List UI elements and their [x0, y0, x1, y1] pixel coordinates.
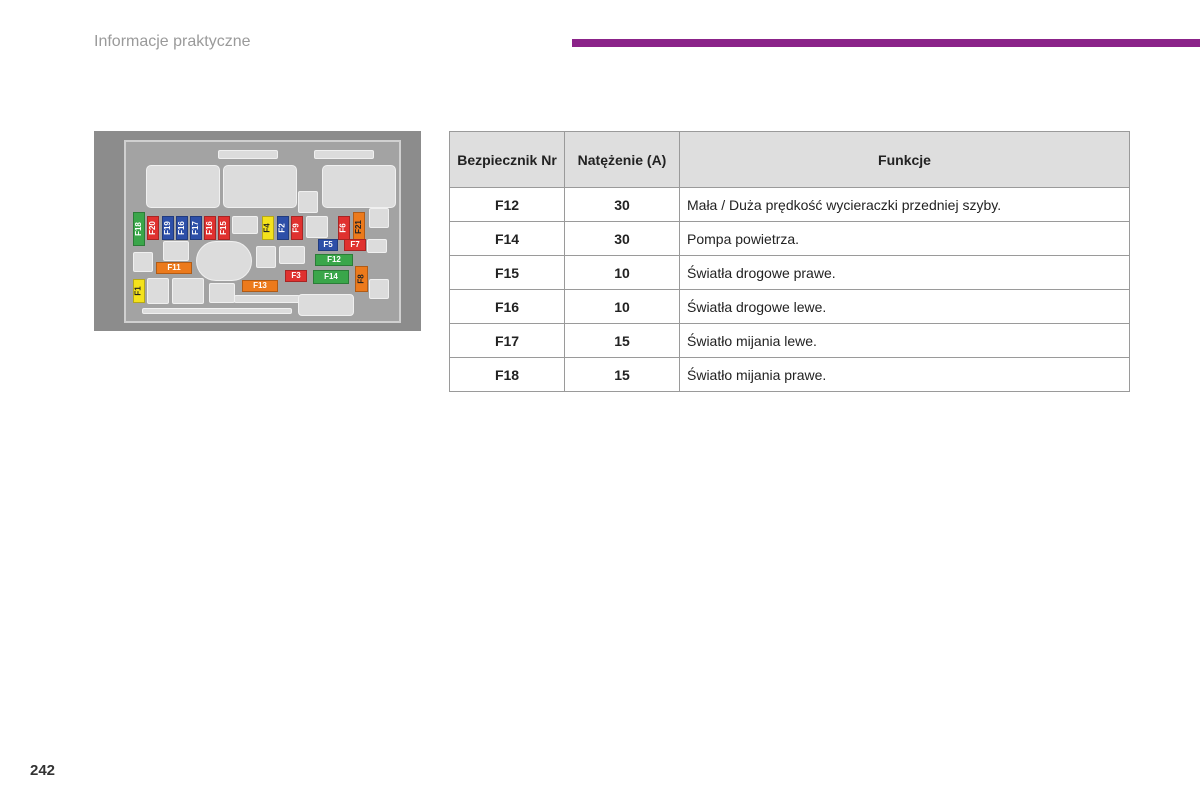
slot — [163, 241, 189, 261]
slot — [147, 278, 169, 304]
fuse-f7: F7 — [344, 239, 366, 251]
table-row: F17 15 Światło mijania lewe. — [449, 323, 1130, 358]
cell-function: Światło mijania prawe. — [679, 357, 1130, 392]
header-accent-bar — [572, 39, 1200, 47]
fuse-f4: F4 — [262, 216, 274, 240]
table-row: F18 15 Światło mijania prawe. — [449, 357, 1130, 392]
cell-function: Światła drogowe prawe. — [679, 255, 1130, 290]
fuse-f2: F2 — [277, 216, 289, 240]
header-amperage: Natężenie (A) — [564, 131, 680, 188]
cell-fuse-number: F17 — [449, 323, 565, 358]
slot — [218, 150, 278, 159]
cell-amperage: 15 — [564, 323, 680, 358]
page-number: 242 — [30, 762, 56, 779]
slot — [209, 283, 235, 303]
cell-amperage: 30 — [564, 187, 680, 222]
fuse-table: Bezpiecznik Nr Natężenie (A) Funkcje F12… — [449, 131, 1130, 392]
fuse-f5: F5 — [318, 239, 338, 251]
fuse-box-panel: F18 F20 F19 F16 F17 F16 F15 F4 F2 F9 F6 … — [124, 140, 401, 323]
relay-round — [196, 241, 252, 281]
table-body: F12 30 Mała / Duża prędkość wycieraczki pr… — [449, 187, 1130, 392]
slot — [133, 252, 153, 272]
table-row: F14 30 Pompa powietrza. — [449, 221, 1130, 256]
cell-amperage: 15 — [564, 357, 680, 392]
slot — [314, 150, 374, 159]
cell-fuse-number: F12 — [449, 187, 565, 222]
cell-amperage: 10 — [564, 255, 680, 290]
cell-fuse-number: F14 — [449, 221, 565, 256]
fuse-f11: F11 — [156, 262, 192, 274]
relay — [298, 294, 354, 316]
table-header-row: Bezpiecznik Nr Natężenie (A) Funkcje — [449, 131, 1130, 188]
table-row: F16 10 Światła drogowe lewe. — [449, 289, 1130, 324]
fuse-f19: F19 — [162, 216, 174, 240]
slot — [306, 216, 328, 238]
fuse-f8: F8 — [355, 266, 368, 292]
table-row: F15 10 Światła drogowe prawe. — [449, 255, 1130, 290]
fuse-f14: F14 — [313, 270, 349, 284]
fuse-f6: F6 — [338, 216, 350, 240]
fuse-f17: F17 — [190, 216, 202, 240]
relay — [322, 165, 396, 208]
relay — [223, 165, 297, 208]
fuse-f16b: F16 — [204, 216, 216, 240]
fuse-f3: F3 — [285, 270, 307, 282]
cell-function: Światło mijania lewe. — [679, 323, 1130, 358]
relay — [146, 165, 220, 208]
slot — [232, 216, 258, 234]
slot — [369, 208, 389, 228]
cell-fuse-number: F16 — [449, 289, 565, 324]
cell-function: Mała / Duża prędkość wycieraczki przedni… — [679, 187, 1130, 222]
cell-fuse-number: F15 — [449, 255, 565, 290]
cell-function: Pompa powietrza. — [679, 221, 1130, 256]
section-title: Informacje praktyczne — [94, 33, 251, 50]
slot — [298, 191, 318, 213]
slot — [369, 279, 389, 299]
slot — [279, 246, 305, 264]
cell-function: Światła drogowe lewe. — [679, 289, 1130, 324]
fuse-f18: F18 — [133, 212, 145, 246]
fuse-f16: F16 — [176, 216, 188, 240]
slot — [367, 239, 387, 253]
fuse-f12: F12 — [315, 254, 353, 266]
header-functions: Funkcje — [679, 131, 1130, 188]
slot — [172, 278, 204, 304]
slot — [142, 308, 292, 314]
cell-fuse-number: F18 — [449, 357, 565, 392]
fuse-f13: F13 — [242, 280, 278, 292]
table-row: F12 30 Mała / Duża prędkość wycieraczki pr… — [449, 187, 1130, 222]
fuse-f21: F21 — [353, 212, 365, 242]
fuse-f9: F9 — [291, 216, 303, 240]
cell-amperage: 30 — [564, 221, 680, 256]
slot — [256, 246, 276, 268]
cell-amperage: 10 — [564, 289, 680, 324]
slot — [234, 295, 300, 303]
fuse-box-diagram: F18 F20 F19 F16 F17 F16 F15 F4 F2 F9 F6 … — [94, 131, 421, 331]
fuse-f20: F20 — [147, 216, 159, 240]
fuse-f15: F15 — [218, 216, 230, 240]
fuse-f1: F1 — [133, 279, 145, 303]
header-fuse-number: Bezpiecznik Nr — [449, 131, 565, 188]
